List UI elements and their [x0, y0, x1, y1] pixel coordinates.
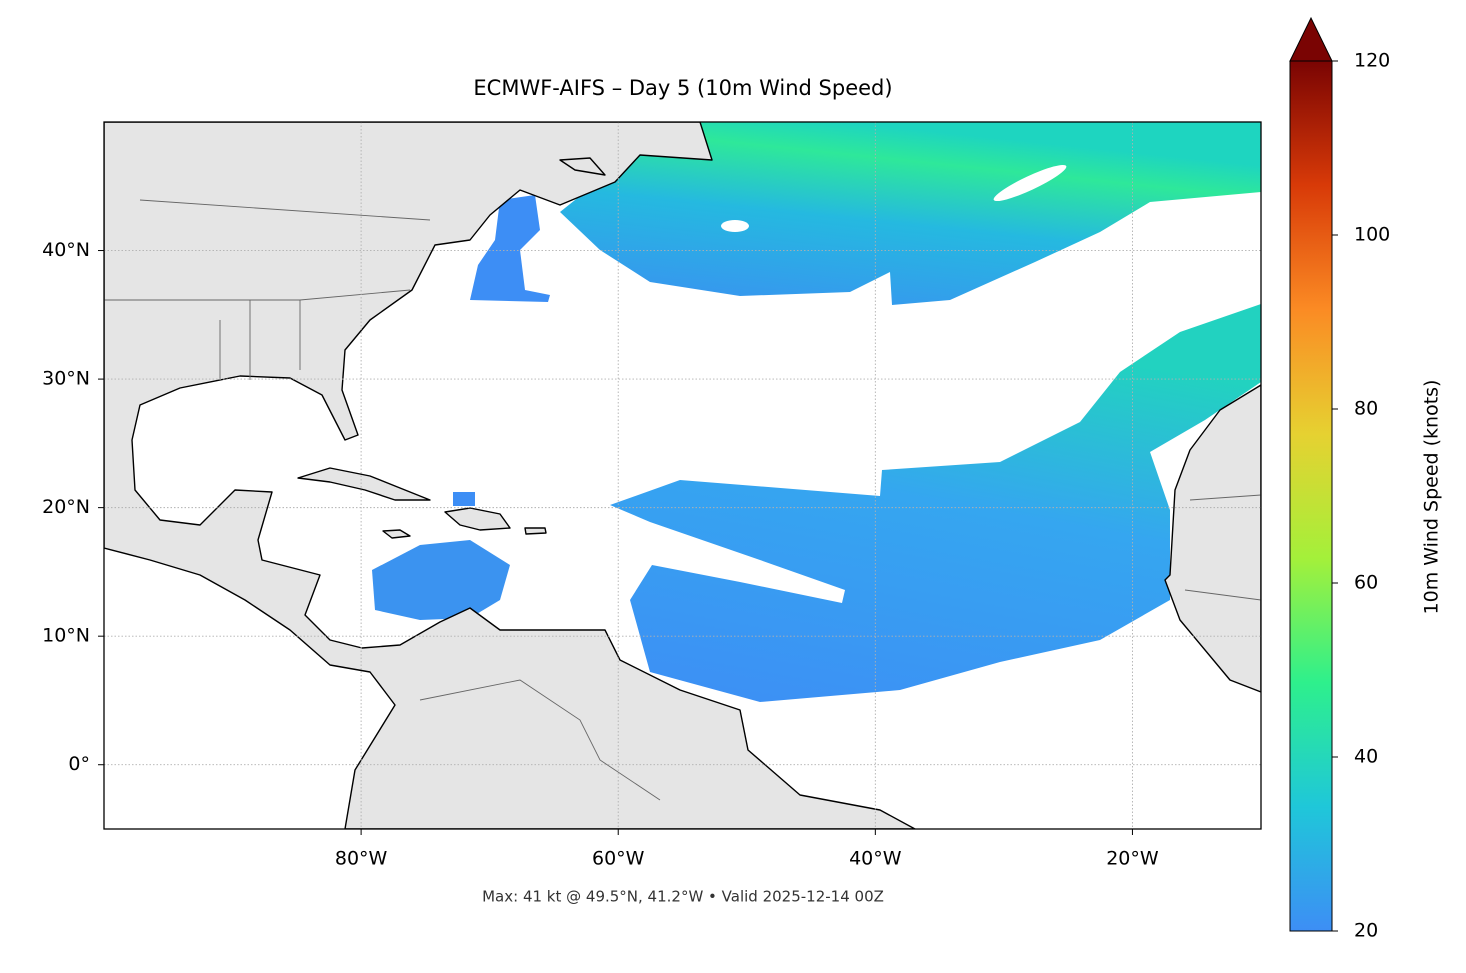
x-tick-label: 20°W: [1106, 848, 1159, 870]
border-line: [219, 300, 301, 380]
newfoundland: [559, 157, 606, 176]
y-tick-label: 40°N: [42, 239, 90, 261]
puerto-rico: [524, 527, 547, 535]
wind-gap: [993, 164, 1067, 202]
wind-area: [453, 492, 475, 506]
y-tick-label: 10°N: [42, 625, 90, 647]
map-frame: [103, 121, 1262, 830]
border-line: [419, 679, 661, 801]
colorbar-ramp: [1290, 61, 1332, 931]
colorbar-tick-label: 20: [1354, 920, 1378, 942]
wind-area: [372, 540, 510, 620]
chart-title: ECMWF-AIFS – Day 5 (10m Wind Speed): [473, 76, 892, 100]
africa: [1164, 384, 1261, 693]
cuba: [297, 467, 431, 501]
y-tick-label: 20°N: [42, 496, 90, 518]
x-tick-label: 60°W: [592, 848, 645, 870]
colorbar-frame: [1289, 60, 1333, 932]
colorbar: [1289, 16, 1333, 932]
map-area: [104, 122, 1261, 829]
y-tick-label: 0°: [68, 753, 90, 775]
wind-field: [222, 122, 1261, 702]
wind-area: [560, 122, 1261, 305]
x-tick-label: 80°W: [335, 848, 388, 870]
colorbar-tick-label: 60: [1354, 572, 1378, 594]
grid: [104, 122, 1261, 829]
borders: [104, 199, 1261, 801]
americas: [104, 122, 916, 829]
colorbar-extend: [1289, 16, 1333, 62]
colorbar-label: 10m Wind Speed (knots): [1421, 380, 1443, 615]
colorbar-tick-label: 80: [1354, 398, 1378, 420]
border-line: [139, 199, 431, 221]
x-tick-label: 40°W: [849, 848, 902, 870]
y-tick-label: 30°N: [42, 368, 90, 390]
caption: Max: 41 kt @ 49.5°N, 41.2°W • Valid 2025…: [482, 888, 884, 906]
wind-gap: [721, 220, 749, 232]
colorbar-tick-label: 100: [1354, 224, 1390, 246]
colorbar-tick-label: 40: [1354, 746, 1378, 768]
jamaica: [382, 529, 411, 539]
land: [104, 122, 1261, 829]
colorbar-tick-label: 120: [1354, 50, 1390, 72]
wind-area: [610, 304, 1261, 702]
border-line: [1184, 494, 1261, 601]
hispaniola: [444, 507, 511, 531]
wind-area: [470, 195, 550, 302]
